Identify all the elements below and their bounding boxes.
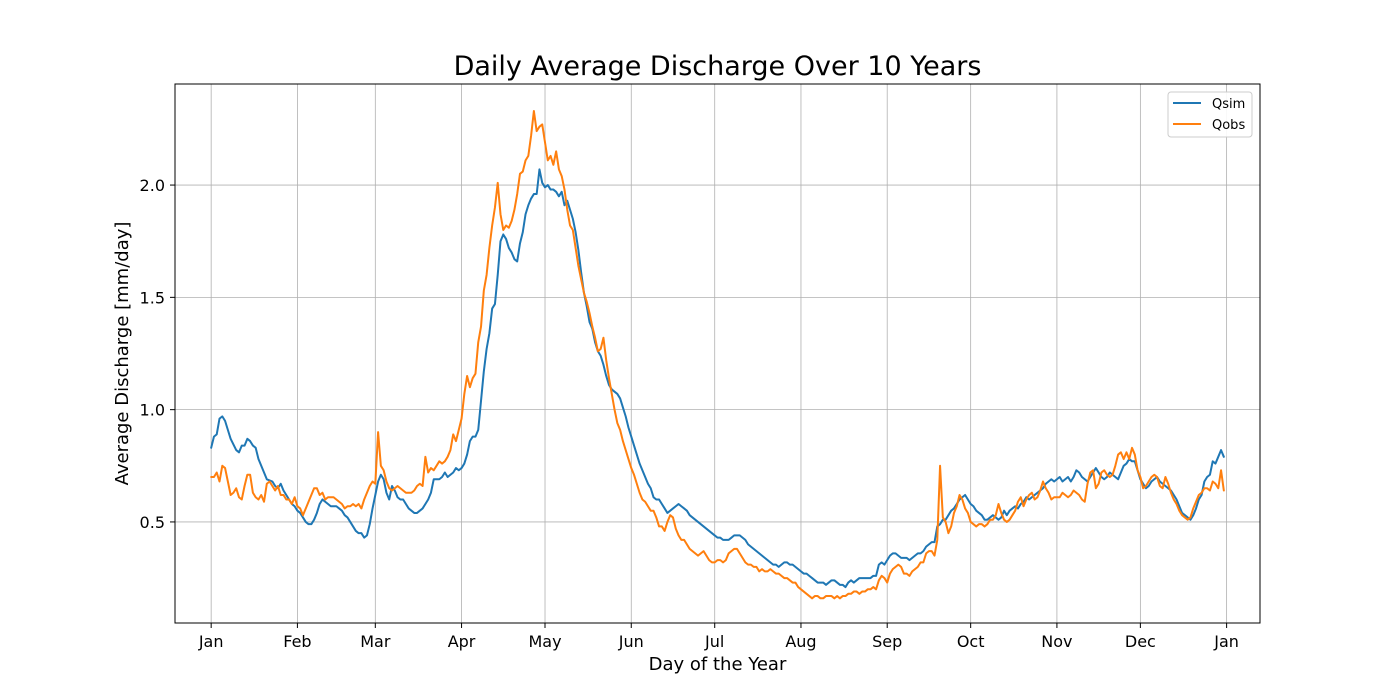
- series-line-qobs: [210, 109, 1225, 600]
- x-tick-label: Jan: [198, 632, 224, 651]
- y-tick-label: 1.5: [140, 288, 165, 307]
- x-tick-label: Apr: [448, 632, 476, 651]
- axis-ticks: Jan Feb Mar Apr May Jun Jul Aug Sep Oct Nov Dec Jan 0…: [140, 176, 1239, 651]
- x-tick-label: Feb: [283, 632, 311, 651]
- legend: Qsim Qobs: [1167, 91, 1253, 138]
- series-line-qsim: [210, 168, 1225, 589]
- x-tick-label: Dec: [1125, 632, 1156, 651]
- x-tick-label: Aug: [785, 632, 816, 651]
- x-tick-label: Jul: [704, 632, 724, 651]
- grid-lines: [175, 84, 1260, 623]
- x-tick-label: Jan: [1213, 632, 1239, 651]
- x-tick-label: Oct: [957, 632, 985, 651]
- x-tick-label: Mar: [360, 632, 391, 651]
- x-tick-label: Sep: [872, 632, 902, 651]
- x-tick-label: Jun: [618, 632, 644, 651]
- y-tick-label: 2.0: [140, 176, 165, 195]
- x-tick-label: May: [528, 632, 561, 651]
- y-tick-label: 0.5: [140, 513, 165, 532]
- legend-label-qsim: Qsim: [1212, 97, 1245, 112]
- series-lines: [210, 109, 1225, 600]
- x-tick-label: Nov: [1041, 632, 1072, 651]
- x-axis-label: Day of the Year: [649, 654, 787, 675]
- y-tick-label: 1.0: [140, 401, 165, 420]
- plot-frame: [174, 83, 1261, 624]
- y-axis-label: Average Discharge [mm/day]: [112, 222, 133, 486]
- chart-title: Daily Average Discharge Over 10 Years: [454, 51, 982, 82]
- legend-label-qobs: Qobs: [1212, 118, 1245, 133]
